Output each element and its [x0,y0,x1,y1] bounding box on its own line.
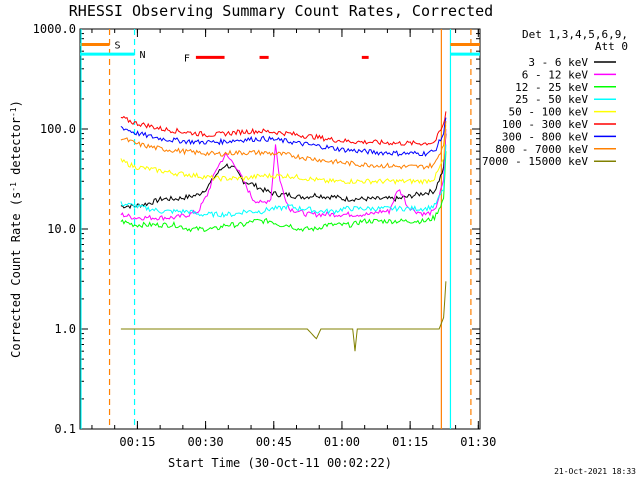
series-line [120,111,447,146]
y-tick-label: 0.1 [54,422,76,436]
series-line [120,128,447,222]
x-axis-ticks: 00:15 00:30 00:45 01:00 01:15 01:30 [91,29,496,449]
series-line [120,121,447,170]
x-tick-label: 00:45 [256,435,292,449]
y-axis-label-end: ) [9,100,23,107]
series-line [120,144,447,219]
footer-timestamp: 21-Oct-2021 18:33 [554,467,636,476]
legend-header-line-2: Att 0 [595,40,628,53]
legend-header-line-1: Det 1,3,4,5,6,9, [522,28,628,41]
legend-label: 800 - 7000 keV [495,143,588,156]
y-tick-label: 10.0 [47,222,76,236]
x-tick-label: 01:15 [392,435,428,449]
plot-area: 0.1 1.0 10.0 100.0 1000.0 00:15 00:30 00:45 01:… [33,22,497,449]
chart-title: RHESSI Observing Summary Count Rates, Co… [69,2,493,20]
plot-frame [79,28,481,430]
series-line [120,151,447,233]
legend-label: 300 - 800 keV [502,130,588,143]
legend-label: 7000 - 15000 keV [482,155,588,168]
marker-label-n: N [140,50,146,61]
y-tick-label: 1000.0 [33,22,76,36]
series-line [120,281,447,352]
y-axis-label-main: Corrected Count Rate (s [9,192,23,358]
series-line [120,117,447,157]
y-tick-label: 1.0 [54,322,76,336]
legend-label: 12 - 25 keV [515,81,588,94]
y-axis-ticks: 0.1 1.0 10.0 100.0 1000.0 [33,22,480,436]
y-tick-label: 100.0 [40,122,76,136]
x-tick-label: 00:30 [188,435,224,449]
observing-markers: S N F [80,29,480,429]
series-line [120,124,447,186]
legend-label: 100 - 300 keV [502,118,588,131]
x-tick-label: 00:15 [119,435,155,449]
legend-label: 6 - 12 keV [522,68,589,81]
legend-label: 50 - 100 keV [509,106,589,119]
x-axis-label: Start Time (30-Oct-11 00:02:22) [168,456,392,470]
series-lines [120,111,447,352]
x-tick-label: 01:00 [324,435,360,449]
marker-label-s: S [115,40,121,51]
y-axis-label-exp-1: -1 [9,182,18,192]
y-axis-label: Corrected Count Rate (s-1 detector-1) [9,100,24,358]
legend-label: 3 - 6 keV [528,56,588,69]
y-axis-label-exp-2: -1 [9,107,18,117]
y-axis-label-mid: detector [9,117,23,182]
flare-flag-label: F [184,53,190,64]
x-tick-label: 01:30 [460,435,496,449]
legend-label: 25 - 50 keV [515,93,588,106]
